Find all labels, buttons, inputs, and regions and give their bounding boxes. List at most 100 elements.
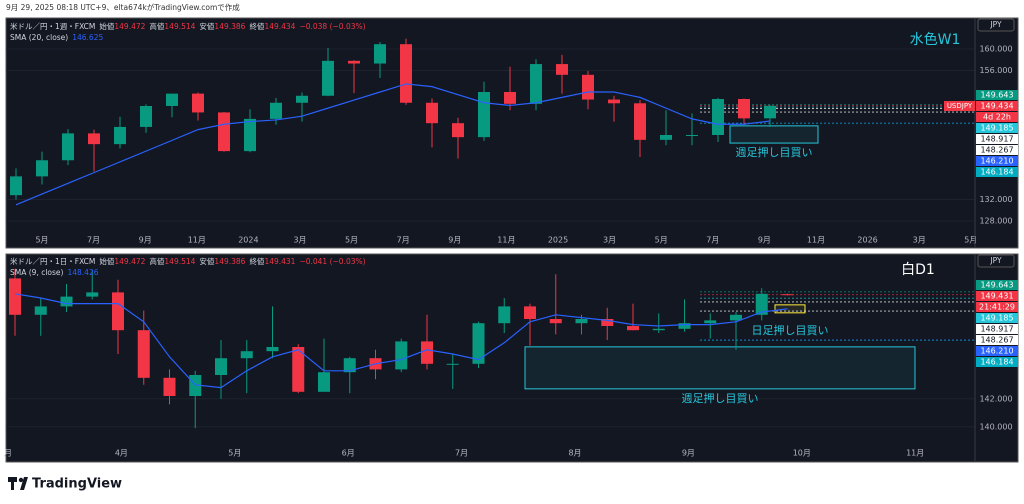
- candle-body: [627, 326, 639, 331]
- candle-body: [86, 292, 99, 297]
- candle-body: [215, 358, 227, 375]
- chart: 140.000 142.000 月 4月 5月 6月 7月 8月 9月 10月 11月 週足押し目買い…: [4, 254, 1018, 461]
- candle-body: [660, 135, 672, 140]
- candle-body: [60, 296, 73, 307]
- candle-body: [504, 92, 516, 104]
- candle-body: [137, 330, 150, 378]
- x-tick-label: 11月: [497, 236, 515, 245]
- legend-change: −0.041 (−0.03%): [299, 257, 365, 266]
- candle-body: [163, 377, 176, 396]
- logo: TradingView: [8, 477, 122, 492]
- zone-label: 日足押し目買い: [752, 323, 829, 337]
- candle-body: [88, 133, 100, 145]
- candle-body: [189, 375, 202, 396]
- candle-body: [240, 351, 253, 359]
- legend-field-name: 安値: [199, 21, 214, 31]
- price-label: 148.267: [980, 146, 1013, 155]
- price-label: 149.434: [980, 102, 1013, 111]
- price-label: 146.184: [980, 168, 1013, 177]
- legend-field-value: 149.386: [214, 22, 245, 31]
- candle-body: [755, 293, 768, 315]
- x-tick-label: 3月: [913, 236, 926, 245]
- countdown-box: [976, 302, 1018, 312]
- x-tick-label: 5月: [345, 236, 358, 245]
- legend-symbol: 米ドル／円・1週・FXCM: [10, 21, 95, 31]
- legend-field-value: 149.514: [164, 22, 195, 31]
- candle-body: [524, 306, 536, 319]
- zone-box: [524, 346, 916, 390]
- price-label-box: [976, 145, 1018, 155]
- candle-body: [166, 93, 178, 106]
- candle-body: [738, 98, 750, 119]
- candle-body: [270, 102, 282, 119]
- x-tick-label: 6月: [342, 449, 355, 458]
- indicator-value: 148.426: [67, 268, 98, 277]
- candle-body: [244, 118, 256, 152]
- candle-body: [556, 64, 568, 75]
- price-label-box: [976, 156, 1018, 166]
- logo-text: TradingView: [32, 477, 122, 492]
- header-caption: 9月 29, 2025 08:18 UTC+9、elta674kがTrading…: [6, 2, 240, 12]
- x-tick-label: 7月: [455, 449, 468, 458]
- legend: 米ドル／円・1日・FXCM 始値149.472 高値149.514 安値149.386…: [10, 256, 366, 266]
- sma-line: [14, 293, 788, 389]
- candle-body: [781, 294, 794, 296]
- candle-body: [704, 320, 717, 324]
- candle-body: [348, 60, 360, 64]
- candle-body: [192, 93, 204, 113]
- y-tick-label: 128.000: [979, 216, 1012, 225]
- price-label-box: [976, 346, 1018, 356]
- price-label-box: [976, 280, 1018, 290]
- price-label-box: [976, 291, 1018, 301]
- sma-line: [15, 83, 771, 206]
- x-tick-label: 5月: [655, 236, 668, 245]
- chart: 128.000 132.000 156.000 160.000 5月 7月 9月 11月 202…: [6, 18, 1018, 248]
- legend-field-name: 高値: [149, 21, 164, 31]
- ticker-tag-box: [944, 101, 975, 111]
- indicator-legend: SMA (9, close) 148.426: [10, 268, 99, 277]
- currency-box: [977, 18, 1015, 32]
- x-tick-label: 2026: [857, 236, 877, 245]
- legend-field-value: 149.431: [264, 257, 295, 266]
- x-tick-label: 9月: [448, 236, 461, 245]
- y-tick-label: 140.000: [979, 422, 1012, 431]
- candle-body: [36, 160, 48, 177]
- indicator-value: 146.625: [72, 33, 103, 42]
- candle-body: [421, 341, 433, 364]
- candle-body: [218, 112, 230, 152]
- currency: JPY: [989, 20, 1002, 29]
- candle-body: [764, 105, 776, 119]
- candle-body: [472, 323, 485, 364]
- candle-body: [652, 328, 665, 331]
- candle-body: [322, 60, 334, 96]
- legend-field-name: 高値: [149, 256, 164, 266]
- y-tick-label: 132.000: [979, 195, 1012, 204]
- candle-body: [112, 292, 124, 331]
- price-label: 149.185: [980, 124, 1013, 133]
- annotation: 白D1: [901, 262, 935, 278]
- legend-field-name: 終値: [249, 256, 264, 266]
- indicator-legend: SMA (20, close) 146.625: [10, 33, 103, 42]
- price-label-box: [976, 357, 1018, 367]
- x-tick-label: 11月: [188, 236, 206, 245]
- logo-mark: [20, 477, 28, 490]
- price-label: 149.431: [980, 292, 1013, 301]
- price-label: 148.267: [980, 336, 1013, 345]
- chart-panel: [5, 253, 1019, 463]
- candle-body: [478, 92, 490, 138]
- x-tick-label: 7月: [87, 236, 100, 245]
- candle-body: [575, 319, 588, 324]
- price-label: 146.184: [980, 358, 1013, 367]
- candle-body: [426, 102, 438, 124]
- y-tick-label: 160.000: [979, 45, 1012, 54]
- candle-body: [686, 135, 698, 137]
- price-label-box: [976, 313, 1018, 323]
- candle-body: [601, 319, 614, 326]
- zone-box: [774, 304, 806, 314]
- x-tick-label: 2025: [548, 236, 568, 245]
- candle-body: [296, 95, 308, 103]
- candle-body: [318, 372, 330, 392]
- legend-change: −0.038 (−0.03%): [299, 22, 365, 31]
